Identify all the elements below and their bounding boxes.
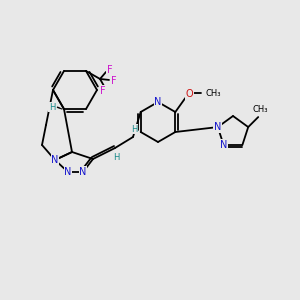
Text: CH₃: CH₃ (205, 88, 221, 98)
Text: O: O (185, 89, 193, 99)
Text: N: N (51, 155, 59, 165)
Text: N: N (154, 97, 162, 107)
Text: N: N (220, 140, 227, 150)
Text: CH₃: CH₃ (253, 105, 268, 114)
Text: F: F (111, 76, 117, 86)
Text: F: F (107, 65, 113, 75)
Text: H: H (49, 103, 55, 112)
Text: N: N (79, 167, 87, 177)
Text: H: H (113, 152, 119, 161)
Text: N: N (214, 122, 221, 132)
Text: N: N (64, 167, 72, 177)
Text: F: F (100, 86, 106, 96)
Text: H: H (131, 124, 137, 134)
